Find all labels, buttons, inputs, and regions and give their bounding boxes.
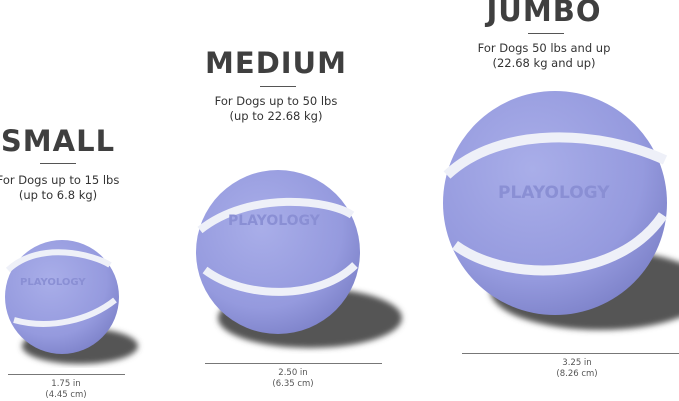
small-dimension: 1.75 in (4.45 cm) [45,379,87,400]
jumbo-line2: (22.68 kg and up) [492,56,596,70]
brand-logo: PLAYOLOGY [498,183,610,203]
brand-logo: PLAYOLOGY [228,213,321,229]
jumbo-line1: For Dogs 50 lbs and up [477,41,611,55]
medium-title: MEDIUM [205,46,347,80]
brand-logo: PLAYOLOGY [20,277,86,288]
jumbo-title: JUMBO [486,0,602,28]
small-title: SMALL [0,124,116,158]
medium-divider [260,86,296,87]
small-line2: (up to 6.8 kg) [18,188,98,202]
medium-dimension-line [205,363,382,364]
medium-ball: PLAYOLOGY [196,170,360,334]
small-description: For Dogs up to 15 lbs (up to 6.8 kg) [0,173,126,203]
medium-line2: (up to 22.68 kg) [229,109,323,123]
jumbo-dimension-line [462,353,679,354]
jumbo-divider [528,33,564,34]
medium-description: For Dogs up to 50 lbs (up to 22.68 kg) [196,94,356,124]
jumbo-ball: PLAYOLOGY [443,91,668,315]
small-dimension-line [8,374,125,375]
small-line1: For Dogs up to 15 lbs [0,173,120,187]
medium-line1: For Dogs up to 50 lbs [214,94,338,108]
small-divider [40,163,76,164]
small-ball: PLAYOLOGY [5,240,119,354]
jumbo-dimension: 3.25 in (8.26 cm) [556,358,598,379]
jumbo-description: For Dogs 50 lbs and up (22.68 kg and up) [464,41,624,71]
medium-dimension: 2.50 in (6.35 cm) [272,368,314,389]
